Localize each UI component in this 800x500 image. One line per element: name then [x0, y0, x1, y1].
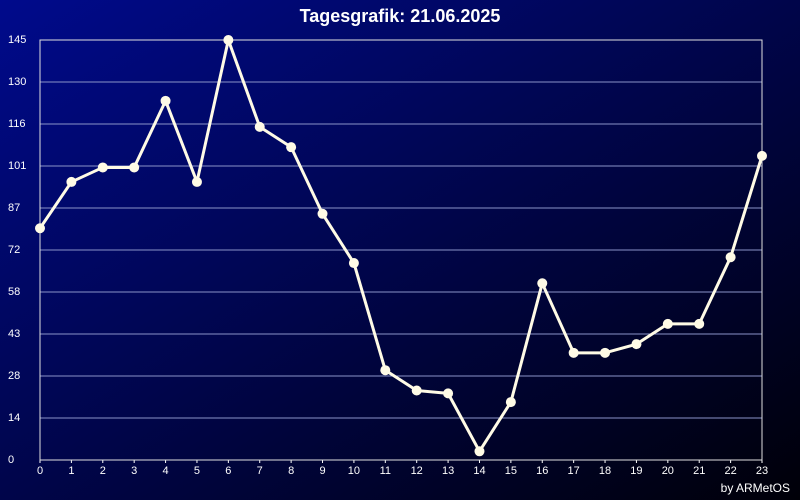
x-tick-label: 22: [724, 465, 736, 477]
x-tick-label: 4: [163, 465, 169, 477]
x-tick-label: 5: [194, 465, 200, 477]
series-line: [38, 38, 764, 453]
data-point: [380, 365, 391, 376]
y-tick-label: 130: [8, 76, 26, 88]
y-tick-label: 101: [8, 160, 26, 172]
y-tick-label: 116: [8, 118, 26, 130]
x-tick-label: 18: [599, 465, 611, 477]
x-tick-label: 8: [288, 465, 294, 477]
x-tick-label: 10: [348, 465, 360, 477]
y-tick-label: 58: [8, 286, 20, 298]
x-tick-label: 2: [100, 465, 106, 477]
y-tick-label: 14: [8, 412, 20, 424]
data-point: [317, 208, 328, 219]
data-point: [97, 162, 108, 173]
y-tick-label: 28: [8, 370, 20, 382]
data-point: [129, 162, 140, 173]
x-tick-label: 3: [131, 465, 137, 477]
data-point: [66, 176, 77, 187]
x-tick-label: 23: [756, 465, 768, 477]
x-tick-label: 1: [68, 465, 74, 477]
x-tick-label: 13: [442, 465, 454, 477]
data-point: [411, 385, 422, 396]
data-point: [600, 347, 611, 358]
data-point: [191, 176, 202, 187]
x-tick-label: 20: [662, 465, 674, 477]
data-point: [694, 318, 705, 329]
data-point: [223, 35, 234, 45]
x-tick-label: 7: [257, 465, 263, 477]
data-point: [254, 121, 265, 132]
x-tick-label: 19: [630, 465, 642, 477]
data-point: [286, 142, 297, 153]
x-tick-label: 12: [411, 465, 423, 477]
data-point: [537, 278, 548, 289]
x-tick-label: 15: [505, 465, 517, 477]
y-tick-label: 0: [8, 454, 14, 466]
data-point: [160, 95, 171, 106]
data-point: [662, 318, 673, 329]
x-tick-label: 11: [380, 465, 391, 477]
data-point: [757, 150, 767, 161]
data-point: [505, 397, 516, 408]
data-point: [443, 388, 454, 399]
x-tick-label: 14: [473, 465, 485, 477]
x-tick-label: 16: [536, 465, 548, 477]
y-tick-label: 87: [8, 202, 20, 214]
data-point: [568, 347, 579, 358]
data-point: [348, 258, 359, 269]
x-tick-label: 9: [319, 465, 325, 477]
x-tick-label: 6: [225, 465, 231, 477]
data-point: [631, 339, 642, 350]
x-tick-label: 0: [37, 465, 43, 477]
plot-frame: [39, 39, 763, 461]
y-tick-label: 72: [8, 244, 20, 256]
x-tick-label: 17: [568, 465, 580, 477]
data-point: [725, 252, 736, 263]
x-tick-label: 21: [693, 465, 705, 477]
data-point: [35, 223, 45, 234]
y-tick-label: 145: [8, 34, 26, 46]
chart-title: Tagesgrafik: 21.06.2025: [300, 6, 501, 26]
data-point: [474, 446, 485, 457]
y-tick-label: 43: [8, 328, 20, 340]
credit: by ARMetOS: [721, 481, 790, 495]
